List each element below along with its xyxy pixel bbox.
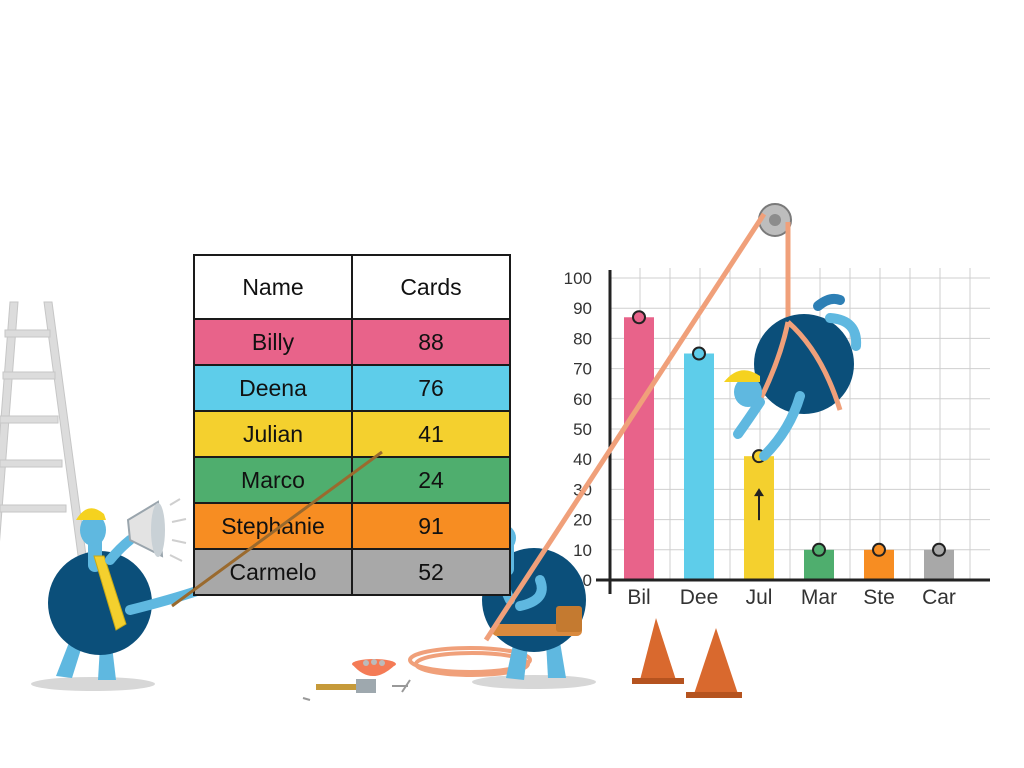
row-name: Carmelo [193,548,353,596]
table-row: Carmelo 52 [193,548,511,596]
bar-handle-bil[interactable] [632,310,646,325]
ladder-icon [0,301,93,601]
header-cards: Cards [351,254,511,320]
row-cards: 52 [351,548,511,596]
bar-handle-dee[interactable] [692,346,706,361]
cards-table: Name Cards Billy 88 Deena 76 Julian 41 M… [193,254,511,596]
table-row: Deena 76 [193,364,511,412]
rope-coil-icon [408,646,532,677]
traffic-cone-icon [632,618,742,698]
row-cards: 88 [351,318,511,366]
row-name: Marco [193,456,353,504]
row-name: Stephanie [193,502,353,550]
row-cards: 24 [351,456,511,504]
table-row: Stephanie 91 [193,502,511,550]
table-row: Billy 88 [193,318,511,366]
table-row: Julian 41 [193,410,511,458]
bar-handle-jul[interactable] [752,449,766,464]
bar-handle-car[interactable] [932,542,946,557]
row-name: Deena [193,364,353,412]
row-name: Billy [193,318,353,366]
table-row: Marco 24 [193,456,511,504]
foreman-character [31,498,205,691]
table-header-row: Name Cards [193,254,511,320]
bar-handle-mar[interactable] [812,542,826,557]
row-cards: 91 [351,502,511,550]
row-cards: 41 [351,410,511,458]
row-name: Julian [193,410,353,458]
pulley-icon [758,203,792,237]
header-name: Name [193,254,353,320]
row-cards: 76 [351,364,511,412]
tools-icon [302,659,411,701]
bar-handle-ste[interactable] [872,542,886,557]
